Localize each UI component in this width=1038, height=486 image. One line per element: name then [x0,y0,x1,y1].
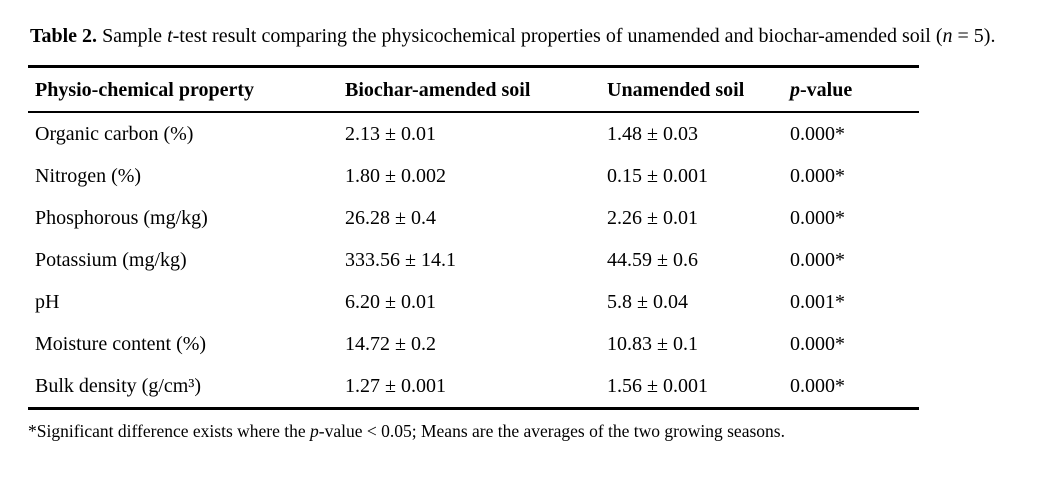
table-body: Organic carbon (%) 2.13 ± 0.01 1.48 ± 0.… [28,112,919,409]
table-row: Bulk density (g/cm³) 1.27 ± 0.001 1.56 ±… [28,365,919,409]
caption-text-1: Sample [97,25,168,47]
caption-label: Table 2. [30,25,98,47]
biochar-value-cell: 14.72 ± 0.2 [345,333,436,355]
property-cell: Organic carbon (%) [35,123,194,145]
caption-italic-t: t [167,25,173,47]
p-value-cell: 0.000* [790,207,845,229]
table-row: Organic carbon (%) 2.13 ± 0.01 1.48 ± 0.… [28,112,919,155]
header-pvalue: p-value [783,66,919,113]
property-cell: Bulk density (g/cm³) [35,375,201,397]
biochar-value-cell: 1.80 ± 0.002 [345,165,446,187]
table-row: Moisture content (%) 14.72 ± 0.2 10.83 ±… [28,323,919,365]
property-cell: Potassium (mg/kg) [35,249,187,271]
biochar-value-cell: 2.13 ± 0.01 [345,123,436,145]
unamended-value-cell: 1.56 ± 0.001 [607,375,708,397]
biochar-value-cell: 26.28 ± 0.4 [345,207,436,229]
header-unamended: Unamended soil [600,66,783,113]
table-caption: Table 2. Sample t-test result comparing … [30,22,1016,50]
header-pvalue-italic-p: p [790,79,800,101]
caption-text-2: -test result comparing the physicochemic… [172,25,943,47]
footnote-text-2: -value < 0.05; Means are the averages of… [318,421,785,441]
unamended-value-cell: 1.48 ± 0.03 [607,123,698,145]
header-property: Physio-chemical property [28,66,338,113]
property-cell: Phosphorous (mg/kg) [35,207,208,229]
unamended-value-cell: 2.26 ± 0.01 [607,207,698,229]
header-biochar: Biochar-amended soil [338,66,600,113]
footnote-italic-p: p [310,421,319,441]
unamended-value-cell: 10.83 ± 0.1 [607,333,698,355]
header-pvalue-rest: -value [800,79,853,101]
p-value-cell: 0.001* [790,291,845,313]
p-value-cell: 0.000* [790,249,845,271]
biochar-value-cell: 1.27 ± 0.001 [345,375,446,397]
unamended-value-cell: 5.8 ± 0.04 [607,291,688,313]
caption-text-3: = 5). [952,25,996,47]
table-row: Nitrogen (%) 1.80 ± 0.002 0.15 ± 0.001 0… [28,155,919,197]
unamended-value-cell: 44.59 ± 0.6 [607,249,698,271]
property-cell: Nitrogen (%) [35,165,142,187]
footnote: *Significant difference exists where the… [28,419,1038,443]
unamended-value-cell: 0.15 ± 0.001 [607,165,708,187]
biochar-value-cell: 6.20 ± 0.01 [345,291,436,313]
caption-italic-n: n [942,25,953,47]
p-value-cell: 0.000* [790,165,845,187]
table-row: pH 6.20 ± 0.01 5.8 ± 0.04 0.001* [28,281,919,323]
p-value-cell: 0.000* [790,375,845,397]
property-cell: Moisture content (%) [35,333,207,355]
biochar-value-cell: 333.56 ± 14.1 [345,249,456,271]
properties-table: Physio-chemical property Biochar-amended… [28,65,919,410]
p-value-cell: 0.000* [790,123,845,145]
footnote-text-1: *Significant difference exists where the [28,421,311,441]
property-cell: pH [35,291,60,313]
table-row: Potassium (mg/kg) 333.56 ± 14.1 44.59 ± … [28,239,919,281]
p-value-cell: 0.000* [790,333,845,355]
header-row: Physio-chemical property Biochar-amended… [28,66,919,113]
table-row: Phosphorous (mg/kg) 26.28 ± 0.4 2.26 ± 0… [28,197,919,239]
